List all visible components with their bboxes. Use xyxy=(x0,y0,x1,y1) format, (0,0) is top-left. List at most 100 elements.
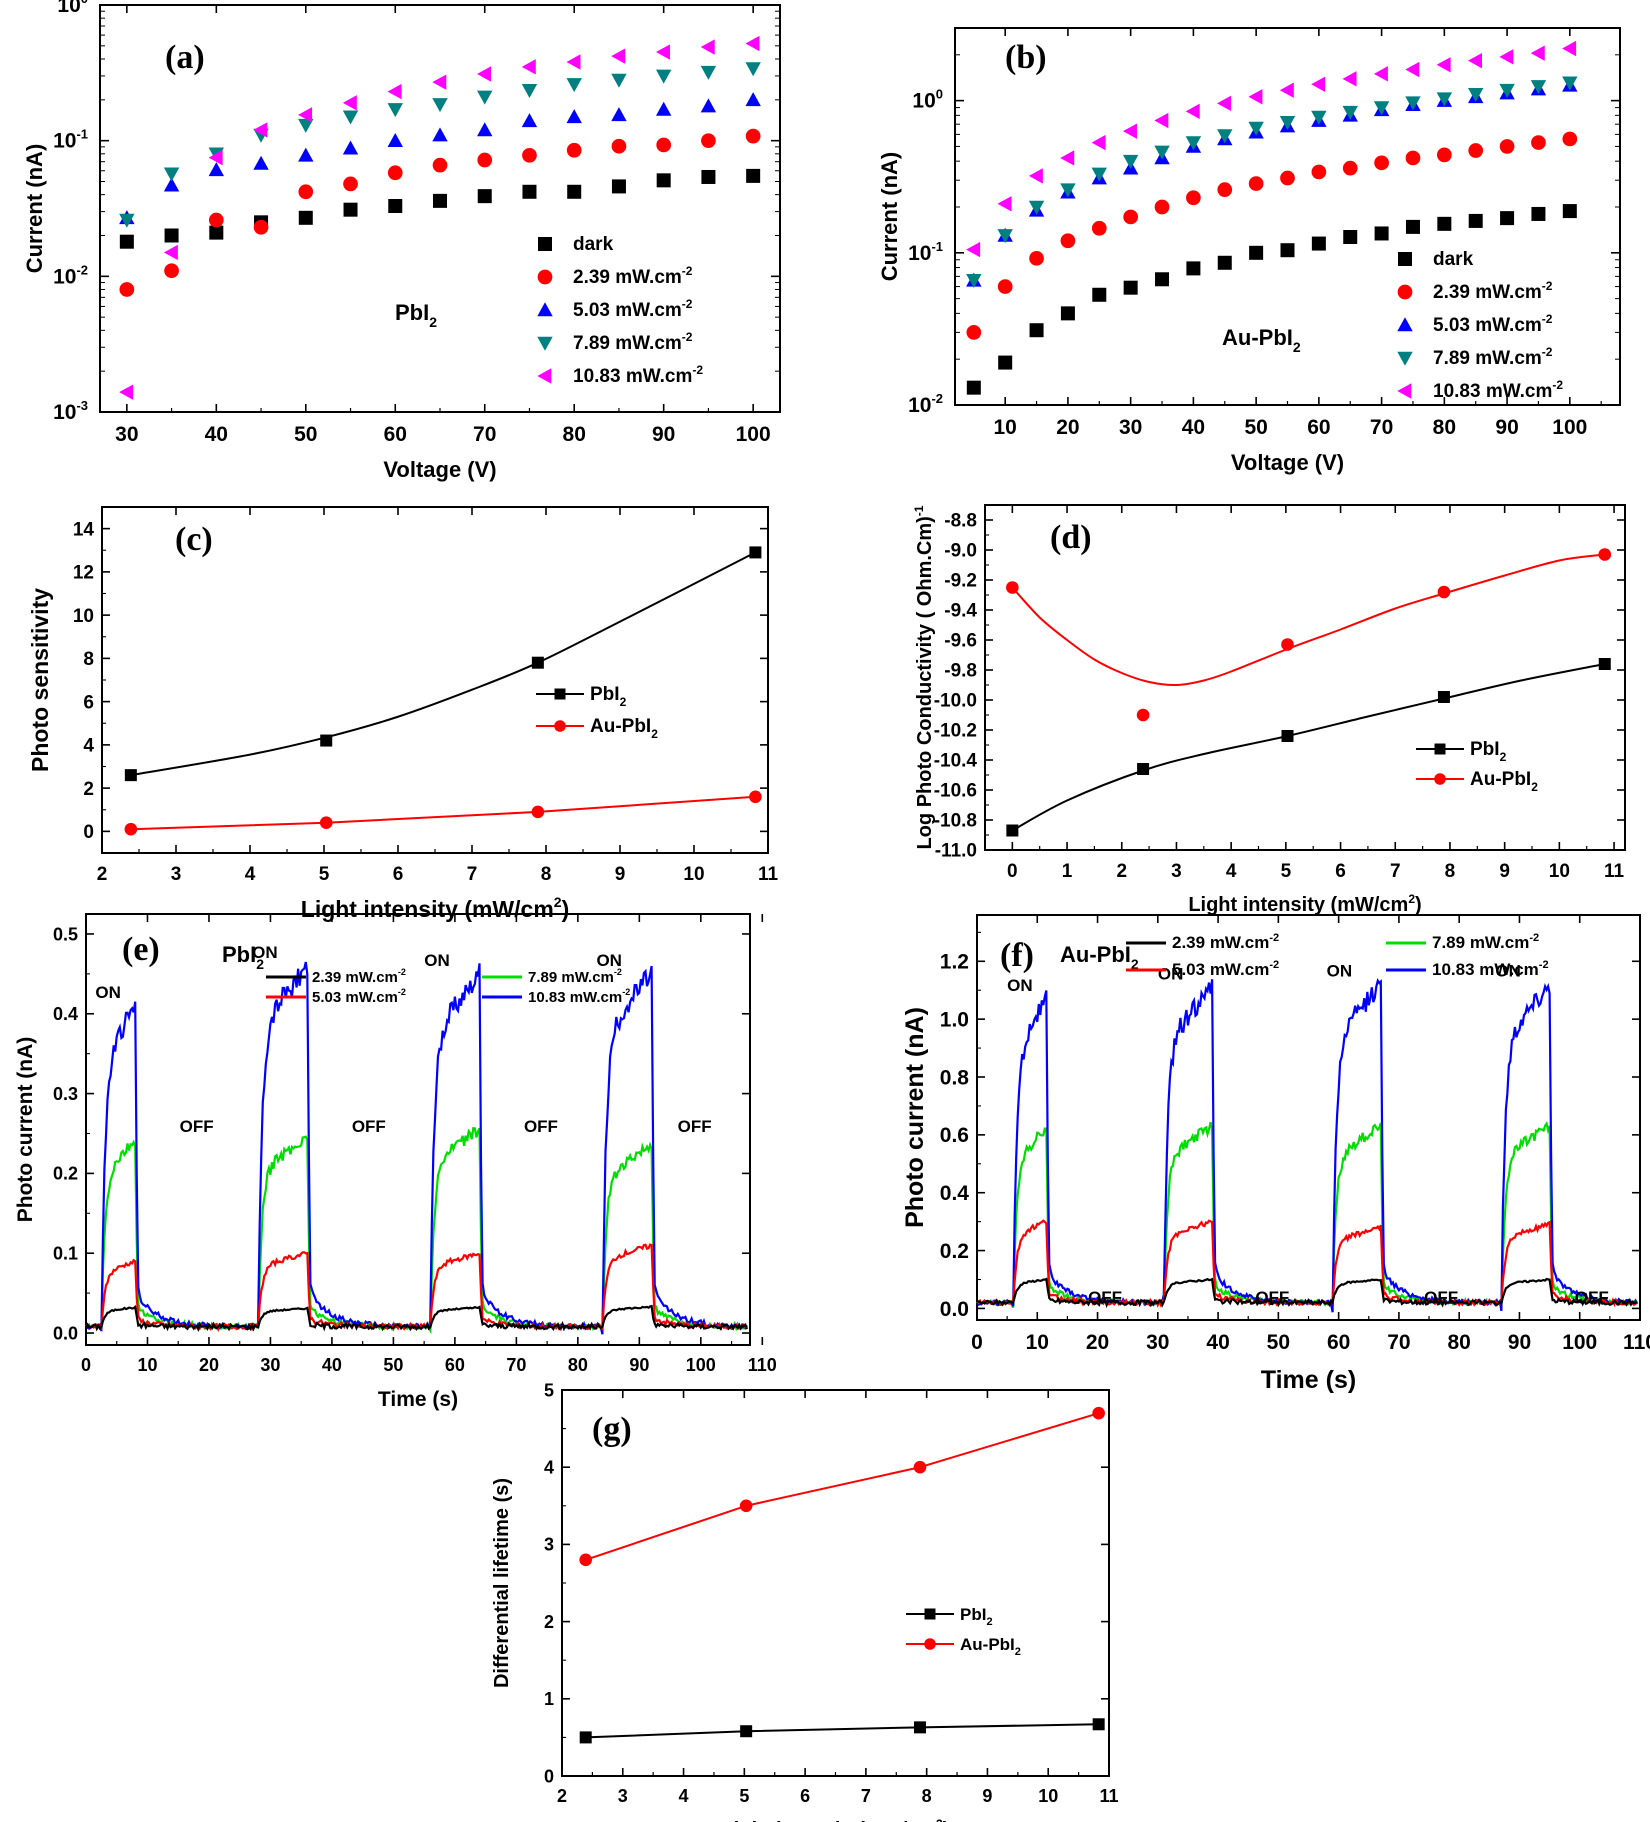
y-tick-label: 100 xyxy=(57,0,88,17)
legend-value: 5.03 xyxy=(1172,960,1210,979)
on-label: ON xyxy=(1327,961,1353,980)
legend-unit-exp: -2 xyxy=(622,987,630,997)
panel-b: 10 20 30 40 50 60 70 80 90 10010-210-1100Voltage … xyxy=(877,27,1621,475)
x-tick-label: 8 xyxy=(922,1786,932,1806)
data-point xyxy=(611,48,626,64)
data-point xyxy=(566,54,581,70)
legend: 2.39 mW.cm-25.03 mW.cm-27.89 mW.cm-210.8… xyxy=(266,967,630,1006)
data-point xyxy=(1280,170,1295,186)
legend-unit-exp: -2 xyxy=(1542,345,1553,359)
legend-label: Au-PbI2 xyxy=(590,716,658,741)
label-main: Log Photo Conductivity ( Ohm.Cm) xyxy=(914,516,936,849)
data-point xyxy=(1122,154,1139,169)
y-tick-label: -9.8 xyxy=(944,661,977,682)
off-label: OFF xyxy=(1575,1288,1609,1307)
tick-exponent: -2 xyxy=(931,391,943,406)
legend-marker xyxy=(924,1608,936,1620)
series-trace-7-89 xyxy=(85,1126,748,1335)
data-point xyxy=(700,65,717,80)
legend-label: dark xyxy=(1433,249,1474,270)
series-5-03 xyxy=(119,92,761,225)
legend-unit: mW.cm xyxy=(615,267,682,288)
y-axis-label: Current (nA) xyxy=(22,144,47,274)
data-point xyxy=(1091,167,1107,182)
legend-unit: mW.cm xyxy=(1475,348,1542,369)
panel-label: (d) xyxy=(1050,519,1092,556)
data-point xyxy=(997,279,1013,294)
data-point xyxy=(1405,219,1420,234)
panel-label: (f) xyxy=(1000,937,1034,974)
x-axis-label: Voltage (V) xyxy=(1231,450,1344,475)
legend-unit: mW.cm xyxy=(1210,960,1270,979)
y-tick-label: 14 xyxy=(73,519,95,540)
tick-exponent: -1 xyxy=(76,127,88,142)
data-point xyxy=(745,128,761,144)
x-tick-label: 90 xyxy=(629,1355,649,1375)
x-tick-label: 40 xyxy=(322,1355,342,1375)
x-tick-label: 3 xyxy=(1171,861,1182,882)
data-point xyxy=(521,84,538,99)
x-tick-label: 0 xyxy=(1007,861,1018,882)
label-main: PbI xyxy=(395,300,429,325)
panel-label: (c) xyxy=(175,521,213,558)
series-pbi xyxy=(1006,658,1611,837)
panel-d: 0 1 2 3 4 5 6 7 8 9 10 11 -11.0 -10.8 -10.6 -10.4 -10.2 -… xyxy=(912,504,1626,916)
x-tick-label: 8 xyxy=(541,864,552,885)
legend-unit-exp: -2 xyxy=(1539,959,1549,971)
data-point xyxy=(1499,83,1515,98)
data-point xyxy=(1530,80,1547,95)
data-point xyxy=(1342,71,1357,87)
legend-value: 2.39 xyxy=(312,969,345,986)
data-point xyxy=(1437,585,1451,599)
legend-label: 2.39 mW.cm-2 xyxy=(1433,279,1553,303)
data-point xyxy=(1598,548,1612,561)
y-tick-label: 0.8 xyxy=(940,1066,970,1089)
data-point xyxy=(1468,213,1483,228)
y-tick-label: 10 xyxy=(73,606,94,627)
x-tick-label: 30 xyxy=(260,1355,280,1375)
y-tick-label: 0.4 xyxy=(53,1004,78,1024)
data-point xyxy=(164,228,179,243)
legend-label: 7.89 mW.cm-2 xyxy=(528,967,622,986)
plot-frame xyxy=(976,914,1641,1321)
legend-value: 5.03 xyxy=(573,300,615,321)
plot-frame xyxy=(561,1389,1110,1777)
on-label: ON xyxy=(1007,976,1032,995)
x-tick-label: 4 xyxy=(245,864,256,885)
sample-annotation: PbI2 xyxy=(222,942,264,972)
y-tick-label: 4 xyxy=(83,736,94,757)
data-point xyxy=(387,165,403,181)
x-tick-label: 0 xyxy=(971,1331,983,1354)
legend-unit-exp: -2 xyxy=(682,297,693,311)
data-point xyxy=(1279,82,1294,98)
plot-frame xyxy=(101,506,769,854)
x-tick-label: 8 xyxy=(1445,861,1456,882)
legend-marker xyxy=(554,688,566,700)
label-subscript: 2 xyxy=(429,314,437,330)
series-7-89 xyxy=(966,76,1578,288)
data-point xyxy=(119,234,134,249)
x-axis-label: Time (s) xyxy=(1261,1366,1356,1394)
legend-unit-exp: -2 xyxy=(682,264,693,278)
y-tick-label: 3 xyxy=(544,1535,554,1555)
data-point xyxy=(997,196,1012,212)
data-point xyxy=(1343,230,1358,245)
legend-value: 7.89 xyxy=(528,969,561,986)
data-point xyxy=(1060,150,1075,166)
legend-unit-exp: -2 xyxy=(614,967,622,977)
data-point xyxy=(566,109,582,124)
data-point xyxy=(1311,236,1326,251)
data-point xyxy=(320,734,333,747)
data-point xyxy=(163,167,180,182)
x-tick-label: 10 xyxy=(994,416,1017,439)
series-2-39 xyxy=(119,128,761,297)
legend-unit: mW.cm xyxy=(345,989,398,1006)
data-point xyxy=(1123,280,1138,295)
y-tick-label: -10.0 xyxy=(934,691,977,712)
x-tick-label: 6 xyxy=(1335,861,1346,882)
